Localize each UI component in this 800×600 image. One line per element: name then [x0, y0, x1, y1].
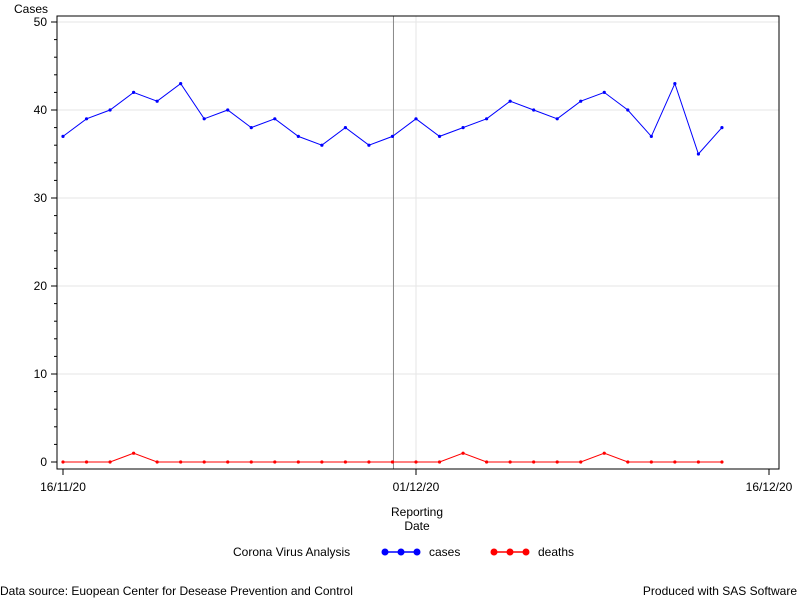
data-point-cases — [437, 134, 442, 138]
data-point-cases — [155, 99, 159, 103]
data-point-cases — [485, 117, 489, 121]
series-cases — [61, 82, 724, 156]
y-tick-label: 10 — [34, 367, 48, 381]
y-tick-label: 50 — [34, 15, 48, 29]
data-point-cases — [649, 134, 653, 138]
data-point-deaths — [696, 460, 701, 464]
data-point-cases — [273, 117, 277, 121]
legend-marker-cases — [397, 548, 405, 556]
footnote-software: Produced with SAS Software — [642, 584, 797, 598]
data-point-deaths — [132, 451, 136, 455]
data-point-deaths — [296, 460, 300, 464]
data-point-cases — [673, 82, 677, 86]
x-axis-title-line-2: Date — [404, 519, 430, 533]
y-tick-label: 30 — [34, 191, 48, 205]
data-point-cases — [390, 134, 395, 138]
data-point-deaths — [367, 460, 371, 464]
data-point-deaths — [720, 460, 724, 464]
data-point-cases — [179, 82, 183, 86]
data-point-cases — [461, 126, 465, 130]
legend-item-deaths: deaths — [490, 545, 574, 559]
data-point-cases — [508, 99, 512, 103]
data-point-deaths — [461, 451, 465, 455]
data-point-cases — [249, 126, 253, 130]
data-point-deaths — [437, 460, 442, 464]
data-point-deaths — [273, 460, 277, 464]
data-point-cases — [720, 126, 724, 130]
data-point-deaths — [202, 460, 206, 464]
data-point-deaths — [343, 460, 347, 464]
data-point-deaths — [649, 460, 653, 464]
y-tick-label: 40 — [34, 103, 48, 117]
data-point-cases — [414, 117, 418, 121]
data-point-deaths — [155, 460, 159, 464]
legend-marker-cases — [381, 548, 389, 556]
legend: Corona Virus Analysis cases deaths — [233, 545, 574, 559]
data-point-deaths — [179, 460, 183, 464]
data-point-cases — [296, 134, 300, 138]
data-point-cases — [61, 134, 65, 138]
data-point-deaths — [673, 460, 677, 464]
data-point-deaths — [532, 460, 536, 464]
data-point-deaths — [390, 460, 395, 464]
legend-marker-deaths — [490, 548, 498, 556]
data-point-deaths — [249, 460, 253, 464]
data-point-deaths — [508, 460, 512, 464]
data-point-deaths — [414, 460, 418, 464]
data-point-deaths — [555, 460, 559, 464]
plot-frame — [56, 15, 780, 470]
data-point-cases — [226, 108, 230, 112]
legend-label-deaths: deaths — [538, 545, 574, 559]
data-point-cases — [555, 117, 559, 121]
data-point-deaths — [226, 460, 230, 464]
series-deaths — [61, 451, 724, 464]
data-point-deaths — [61, 460, 65, 464]
data-point-cases — [579, 99, 583, 103]
legend-marker-deaths — [522, 548, 530, 556]
x-tick-label: 16/12/20 — [746, 480, 793, 494]
data-point-cases — [626, 108, 630, 112]
legend-item-cases: cases — [381, 545, 460, 559]
data-point-deaths — [320, 460, 324, 464]
data-point-cases — [84, 117, 89, 121]
legend-marker-deaths — [506, 548, 514, 556]
data-point-deaths — [108, 460, 112, 464]
legend-marker-cases — [413, 548, 421, 556]
data-point-deaths — [485, 460, 489, 464]
series-layer — [61, 82, 724, 464]
y-axis-title: Cases — [14, 2, 48, 16]
data-point-cases — [108, 108, 112, 112]
data-point-cases — [320, 143, 324, 147]
data-point-deaths — [602, 451, 606, 455]
data-point-cases — [343, 126, 347, 130]
data-point-cases — [532, 108, 536, 112]
y-tick-label: 20 — [34, 279, 48, 293]
data-point-cases — [367, 143, 371, 147]
footnote-source: Data source: Euopean Center for Desease … — [0, 584, 353, 598]
x-tick-label: 16/11/20 — [40, 480, 86, 494]
data-point-cases — [132, 90, 136, 94]
data-point-cases — [202, 117, 206, 121]
data-point-cases — [602, 90, 606, 94]
y-tick-label: 0 — [40, 455, 47, 469]
x-axis-title-line-1: Reporting — [391, 505, 443, 519]
legend-title: Corona Virus Analysis — [233, 545, 350, 559]
series-line-cases — [62, 82, 723, 155]
data-point-deaths — [579, 460, 583, 464]
gridlines — [57, 16, 779, 469]
data-point-deaths — [626, 460, 630, 464]
legend-label-cases: cases — [429, 545, 460, 559]
y-axis: 0 10 20 30 40 50 — [34, 15, 57, 469]
data-point-cases — [696, 152, 701, 156]
x-tick-label: 01/12/20 — [393, 480, 440, 494]
x-axis: 16/11/20 01/12/20 16/12/20 — [40, 469, 793, 494]
data-point-deaths — [84, 460, 89, 464]
